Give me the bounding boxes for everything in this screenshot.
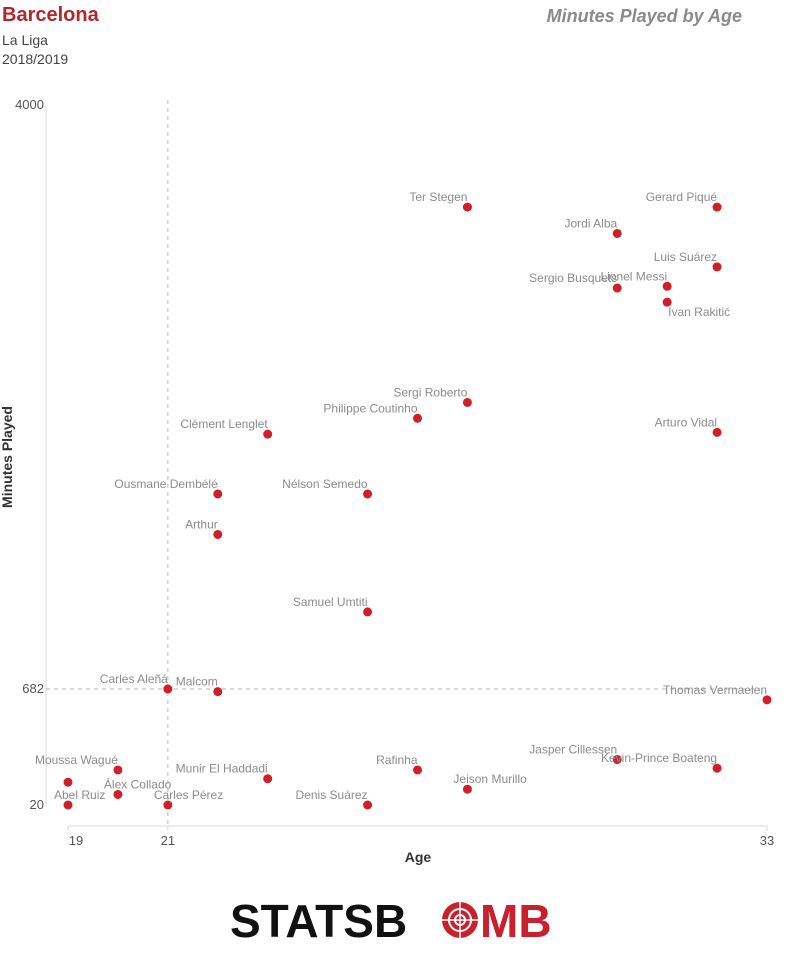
point-label: Arthur (185, 517, 218, 531)
data-point (63, 777, 73, 787)
data-point (712, 262, 722, 272)
logo-icon (442, 902, 478, 938)
logo-text-right: MB (480, 895, 552, 945)
data-point (662, 297, 672, 307)
data-point (462, 784, 472, 794)
point-label: Gerard Piqué (646, 190, 718, 204)
data-point (263, 774, 273, 784)
data-point (363, 800, 373, 810)
point-label: Nélson Semedo (282, 477, 368, 491)
point-label: Lionel Messi (600, 269, 667, 283)
point-label: Sergi Roberto (393, 385, 467, 399)
point-label: Kevin-Prince Boateng (601, 751, 717, 765)
data-point (662, 281, 672, 291)
data-point (213, 489, 223, 499)
data-point (363, 489, 373, 499)
statsbomb-logo: STATSB MB (230, 895, 552, 945)
x-tick-label: 33 (760, 833, 774, 848)
point-label: Carles Aleñá (100, 672, 168, 686)
y-tick-label: 20 (30, 797, 44, 812)
chart-title: Minutes Played by Age (546, 6, 742, 26)
point-label: Sergio Busquets (529, 271, 617, 285)
point-label: Thomas Vermaelen (663, 683, 767, 697)
x-tick-label: 19 (69, 833, 83, 848)
point-label: Álex Collado (104, 776, 172, 791)
data-point (63, 800, 73, 810)
y-axis-title: Minutes Played (0, 406, 15, 508)
team-name: Barcelona (2, 4, 99, 26)
y-tick-label: 4000 (15, 97, 44, 112)
point-label: Jeison Murillo (453, 772, 527, 786)
chart-axes: 20 682 4000 19 21 33 Age Minutes Played (0, 97, 774, 865)
scatter-chart: 20 682 4000 19 21 33 Age Minutes Played Ter Ste… (0, 97, 774, 865)
league-name: La Liga (2, 32, 48, 48)
point-label: Abel Ruiz (54, 788, 105, 802)
chart-marks: Ter Stegen Gerard Piqué Jordi Alba Luis Suá… (35, 190, 772, 810)
point-label: Ousmane Dembélé (114, 477, 218, 491)
point-label: Arturo Vidal (655, 415, 717, 429)
data-point (462, 202, 472, 212)
point-label: Carles Pérez (154, 788, 223, 802)
data-point (612, 283, 622, 293)
data-point (213, 687, 223, 697)
data-point (163, 800, 173, 810)
data-point (762, 695, 772, 705)
data-point (413, 413, 422, 423)
data-point (113, 789, 123, 799)
data-point (712, 427, 722, 437)
data-point (462, 397, 472, 407)
season: 2018/2019 (2, 51, 69, 67)
point-label: Ter Stegen (409, 190, 467, 204)
point-label: Philippe Coutinho (323, 401, 417, 415)
data-point (413, 765, 422, 775)
point-label: Rafinha (376, 753, 418, 767)
point-label: Munir El Haddadi (176, 762, 268, 776)
point-label: Clément Lenglet (180, 417, 268, 431)
data-point (163, 684, 173, 694)
point-label: Luis Suárez (654, 250, 717, 264)
point-label: Jasper Cillessen (529, 742, 617, 756)
data-point (612, 228, 622, 238)
data-point (213, 529, 223, 539)
data-point (363, 607, 373, 617)
point-label: Denis Suárez (296, 788, 368, 802)
point-label: Samuel Umtiti (293, 595, 368, 609)
x-axis-title: Age (405, 849, 432, 865)
data-point (263, 429, 273, 439)
data-point (712, 202, 722, 212)
point-label: Moussa Wagué (35, 753, 118, 767)
data-point (612, 754, 622, 764)
data-point (712, 763, 722, 773)
x-tick-label: 21 (161, 833, 175, 848)
point-label: Malcom (176, 675, 218, 689)
point-label: Ivan Rakitić (668, 305, 730, 319)
data-point (113, 765, 123, 775)
logo-text-left: STATSB (230, 895, 407, 945)
point-label: Jordi Alba (565, 216, 618, 230)
y-tick-label: 682 (22, 681, 44, 696)
